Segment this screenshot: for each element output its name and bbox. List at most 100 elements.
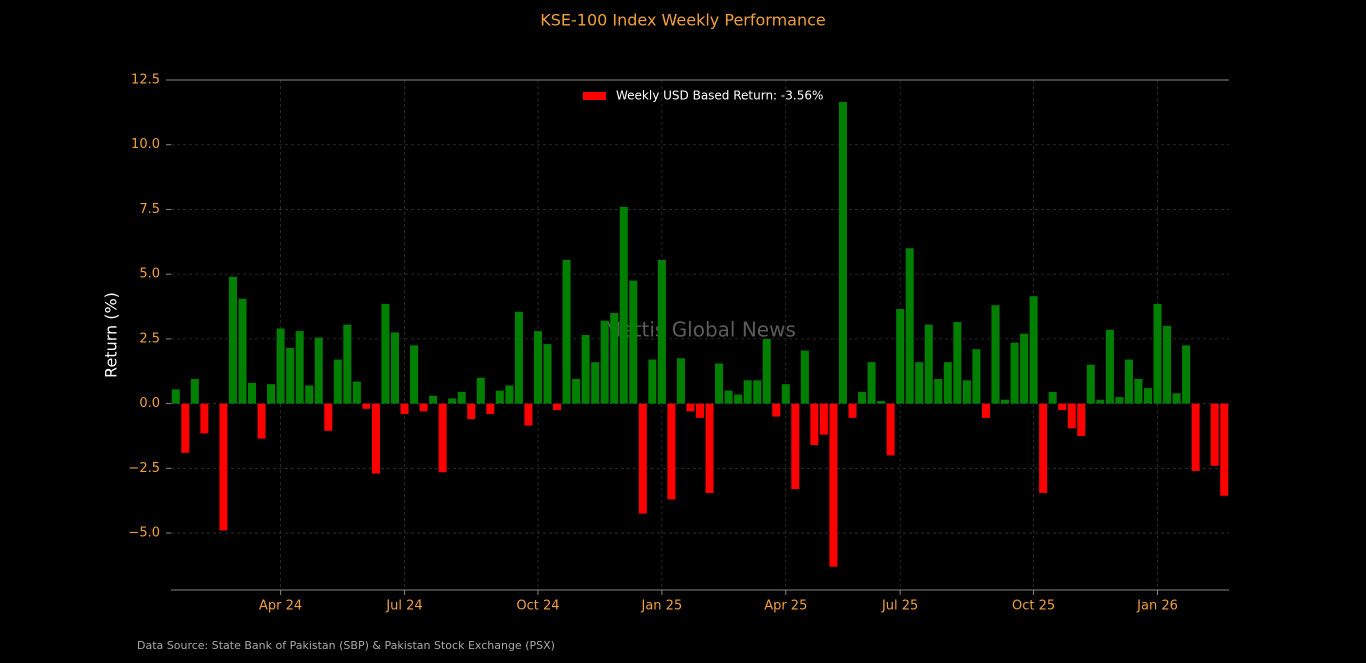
bar: [991, 305, 1000, 404]
bar: [410, 345, 419, 404]
x-tick-label: Oct 24: [516, 599, 559, 614]
bar: [1134, 379, 1143, 404]
bar: [1029, 296, 1038, 404]
bar: [1039, 403, 1048, 493]
bar: [276, 328, 285, 404]
y-tick-label: 5.0: [139, 267, 160, 282]
bar: [896, 309, 905, 404]
bar: [972, 349, 981, 404]
y-tick-label: −2.5: [128, 461, 160, 476]
bar: [610, 312, 619, 404]
bar: [1124, 359, 1133, 404]
legend-swatch: [583, 92, 606, 100]
bar: [381, 303, 390, 404]
bar: [362, 403, 371, 409]
bar: [676, 358, 685, 404]
bar: [705, 403, 714, 493]
bar: [686, 403, 695, 412]
bar: [295, 331, 304, 404]
y-tick-label: 7.5: [139, 202, 160, 217]
bar: [819, 403, 828, 435]
bar: [1096, 399, 1105, 404]
bar: [943, 362, 952, 404]
bar: [915, 362, 924, 404]
bar: [934, 379, 943, 404]
bar: [638, 403, 647, 514]
bar: [886, 403, 895, 456]
bar: [1163, 325, 1172, 404]
bar: [438, 403, 447, 473]
bar: [171, 389, 180, 404]
x-tick-label: Jul 24: [385, 599, 422, 614]
bar: [228, 276, 237, 404]
y-tick-label: 2.5: [139, 331, 160, 346]
bar: [429, 395, 438, 404]
bar: [200, 403, 209, 434]
bar: [419, 403, 428, 412]
bar: [600, 320, 609, 404]
x-tick-label: Jan 25: [641, 599, 683, 614]
bar: [314, 337, 323, 404]
y-tick-label: −5.0: [128, 526, 160, 541]
bar: [591, 362, 600, 404]
bar: [467, 403, 476, 420]
bar: [248, 382, 257, 404]
bar: [1058, 403, 1067, 411]
legend-label: Weekly USD Based Return: -3.56%: [616, 89, 823, 103]
bar: [352, 381, 361, 404]
bar: [981, 403, 990, 418]
y-tick-label: 12.5: [131, 73, 160, 88]
bar: [1220, 403, 1229, 496]
bar: [1172, 393, 1181, 404]
bar: [743, 380, 752, 404]
y-tick-label: 10.0: [131, 137, 160, 152]
bar: [572, 379, 581, 404]
bar: [962, 380, 971, 404]
x-tick-label: Oct 25: [1012, 599, 1055, 614]
bar: [1182, 345, 1191, 404]
bar: [648, 359, 657, 404]
bar: [1105, 329, 1114, 404]
bar: [810, 403, 819, 446]
bar: [181, 403, 190, 453]
bar: [657, 259, 666, 404]
bar: [305, 385, 314, 404]
bar: [476, 377, 485, 404]
bar: [1010, 342, 1019, 404]
bar: [1067, 403, 1076, 429]
bar: [629, 280, 638, 404]
bar: [457, 391, 466, 404]
bar: [524, 403, 533, 426]
bar: [829, 403, 838, 567]
bar: [400, 403, 409, 414]
bar: [867, 362, 876, 404]
bar: [1001, 399, 1010, 404]
y-tick-label: 0.0: [139, 396, 160, 411]
bar: [286, 347, 295, 404]
bar: [715, 363, 724, 404]
bar: [924, 324, 933, 404]
bar: [486, 403, 495, 414]
bar: [791, 403, 800, 490]
x-tick-label: Apr 25: [764, 599, 807, 614]
bar: [1153, 303, 1162, 404]
bar: [562, 259, 571, 404]
bar: [1086, 364, 1095, 404]
bar: [1048, 391, 1057, 404]
bar: [390, 332, 399, 404]
bar: [190, 379, 199, 404]
x-tick-label: Jul 25: [881, 599, 918, 614]
bar: [553, 403, 562, 411]
bar: [858, 391, 867, 404]
bar: [238, 298, 247, 404]
bar: [619, 206, 628, 404]
bar: [448, 398, 457, 404]
bar: [543, 344, 552, 404]
bar: [695, 403, 705, 418]
bar: [762, 338, 771, 404]
x-tick-label: Jan 26: [1136, 599, 1178, 614]
bar: [753, 380, 762, 404]
bar: [667, 403, 676, 500]
